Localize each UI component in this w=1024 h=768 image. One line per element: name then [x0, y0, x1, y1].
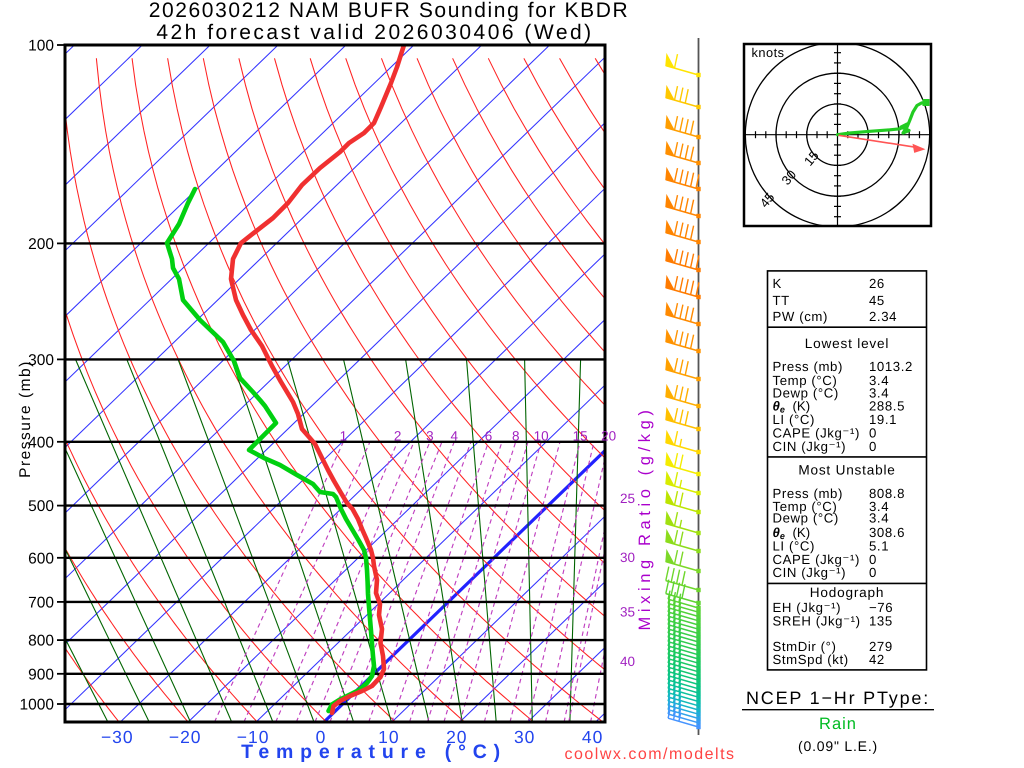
svg-text:30: 30 — [620, 550, 635, 565]
svg-text:Rain: Rain — [819, 715, 857, 733]
svg-text:1: 1 — [340, 429, 348, 444]
svg-text:3: 3 — [426, 429, 434, 444]
svg-text:10: 10 — [534, 429, 549, 444]
svg-text:−30: −30 — [101, 727, 134, 747]
svg-text:2.34: 2.34 — [869, 309, 897, 324]
svg-text:Temp (°C): Temp (°C) — [773, 499, 838, 514]
svg-text:StmSpd (kt): StmSpd (kt) — [773, 652, 849, 667]
svg-text:Temperature (°C): Temperature (°C) — [241, 741, 507, 763]
svg-text:1000: 1000 — [20, 697, 55, 714]
svg-text:300: 300 — [28, 352, 54, 369]
svg-text:279: 279 — [869, 639, 893, 654]
svg-text:CIN (Jkg⁻¹): CIN (Jkg⁻¹) — [773, 565, 847, 580]
svg-text:3.4: 3.4 — [869, 385, 889, 400]
svg-text:TT: TT — [773, 293, 790, 308]
svg-text:knots: knots — [751, 45, 784, 60]
svg-text:0: 0 — [869, 565, 877, 580]
svg-text:4: 4 — [450, 429, 458, 444]
svg-text:PW (cm): PW (cm) — [773, 309, 828, 324]
svg-text:26: 26 — [869, 276, 885, 291]
svg-text:288.5: 288.5 — [869, 398, 905, 413]
svg-text:45: 45 — [869, 293, 885, 308]
svg-text:3.4: 3.4 — [869, 499, 889, 514]
svg-text:3.4: 3.4 — [869, 511, 889, 526]
svg-text:42h forecast valid 2026030406: 42h forecast valid 2026030406 (Wed) — [156, 21, 593, 44]
svg-text:40: 40 — [620, 654, 635, 669]
svg-text:2: 2 — [394, 429, 402, 444]
svg-text:25: 25 — [620, 491, 635, 506]
svg-text:1013.2: 1013.2 — [869, 359, 913, 374]
svg-text:200: 200 — [28, 236, 54, 253]
svg-text:0: 0 — [869, 552, 877, 567]
svg-text:800: 800 — [28, 633, 54, 650]
svg-text:808.8: 808.8 — [869, 486, 905, 501]
svg-text:40: 40 — [582, 727, 603, 747]
svg-text:0: 0 — [869, 439, 877, 454]
svg-text:Dewp (°C): Dewp (°C) — [773, 511, 839, 526]
svg-text:3.4: 3.4 — [869, 373, 889, 388]
svg-text:−20: −20 — [169, 727, 202, 747]
svg-text:Dewp (°C): Dewp (°C) — [773, 385, 839, 400]
svg-text:6: 6 — [485, 429, 493, 444]
svg-text:−10: −10 — [237, 727, 270, 747]
svg-text:Press (mb): Press (mb) — [773, 486, 843, 501]
svg-text:Mixing Ratio (g/kg): Mixing Ratio (g/kg) — [636, 406, 654, 631]
svg-text:35: 35 — [620, 605, 635, 620]
svg-text:coolwx.com/modelts: coolwx.com/modelts — [564, 746, 735, 763]
svg-text:5.1: 5.1 — [869, 539, 889, 554]
svg-text:Hodograph: Hodograph — [810, 585, 884, 600]
svg-text:StmDir (°): StmDir (°) — [773, 639, 837, 654]
svg-text:CAPE (Jkg⁻¹): CAPE (Jkg⁻¹) — [773, 552, 860, 567]
svg-text:500: 500 — [28, 498, 54, 515]
svg-text:0: 0 — [869, 425, 877, 440]
svg-text:308.6: 308.6 — [869, 525, 905, 540]
svg-text:(0.09" L.E.): (0.09" L.E.) — [798, 738, 878, 754]
svg-text:CAPE (Jkg⁻¹): CAPE (Jkg⁻¹) — [773, 425, 860, 440]
svg-text:Pressure (mb): Pressure (mb) — [17, 360, 34, 478]
svg-text:NCEP 1−Hr PType:: NCEP 1−Hr PType: — [746, 688, 930, 708]
svg-text:EH (Jkg⁻¹): EH (Jkg⁻¹) — [773, 600, 842, 615]
svg-text:0: 0 — [316, 727, 327, 747]
svg-text:Lowest level: Lowest level — [805, 336, 889, 351]
svg-text:8: 8 — [512, 429, 520, 444]
svg-text:Most Unstable: Most Unstable — [798, 463, 895, 478]
svg-text:LI (°C): LI (°C) — [773, 412, 815, 427]
svg-text:600: 600 — [28, 550, 54, 567]
svg-text:900: 900 — [28, 666, 54, 683]
svg-text:135: 135 — [869, 614, 893, 629]
svg-text:700: 700 — [28, 594, 54, 611]
svg-text:10: 10 — [378, 727, 399, 747]
svg-text:19.1: 19.1 — [869, 412, 897, 427]
svg-text:2026030212 NAM BUFR Sounding f: 2026030212 NAM BUFR Sounding for KBDR — [149, 0, 630, 22]
svg-text:400: 400 — [28, 434, 54, 451]
svg-text:−76: −76 — [869, 600, 893, 615]
svg-text:20: 20 — [601, 429, 616, 444]
svg-text:15: 15 — [573, 429, 588, 444]
svg-text:Temp (°C): Temp (°C) — [773, 373, 838, 388]
svg-text:42: 42 — [869, 652, 885, 667]
svg-text:K: K — [773, 276, 782, 291]
svg-text:20: 20 — [446, 727, 467, 747]
svg-text:SREH (Jkg⁻¹): SREH (Jkg⁻¹) — [773, 614, 861, 629]
svg-text:Press (mb): Press (mb) — [773, 359, 843, 374]
svg-text:30: 30 — [514, 727, 535, 747]
svg-text:100: 100 — [28, 38, 54, 55]
svg-text:CIN (Jkg⁻¹): CIN (Jkg⁻¹) — [773, 439, 847, 454]
svg-text:LI (°C): LI (°C) — [773, 539, 815, 554]
